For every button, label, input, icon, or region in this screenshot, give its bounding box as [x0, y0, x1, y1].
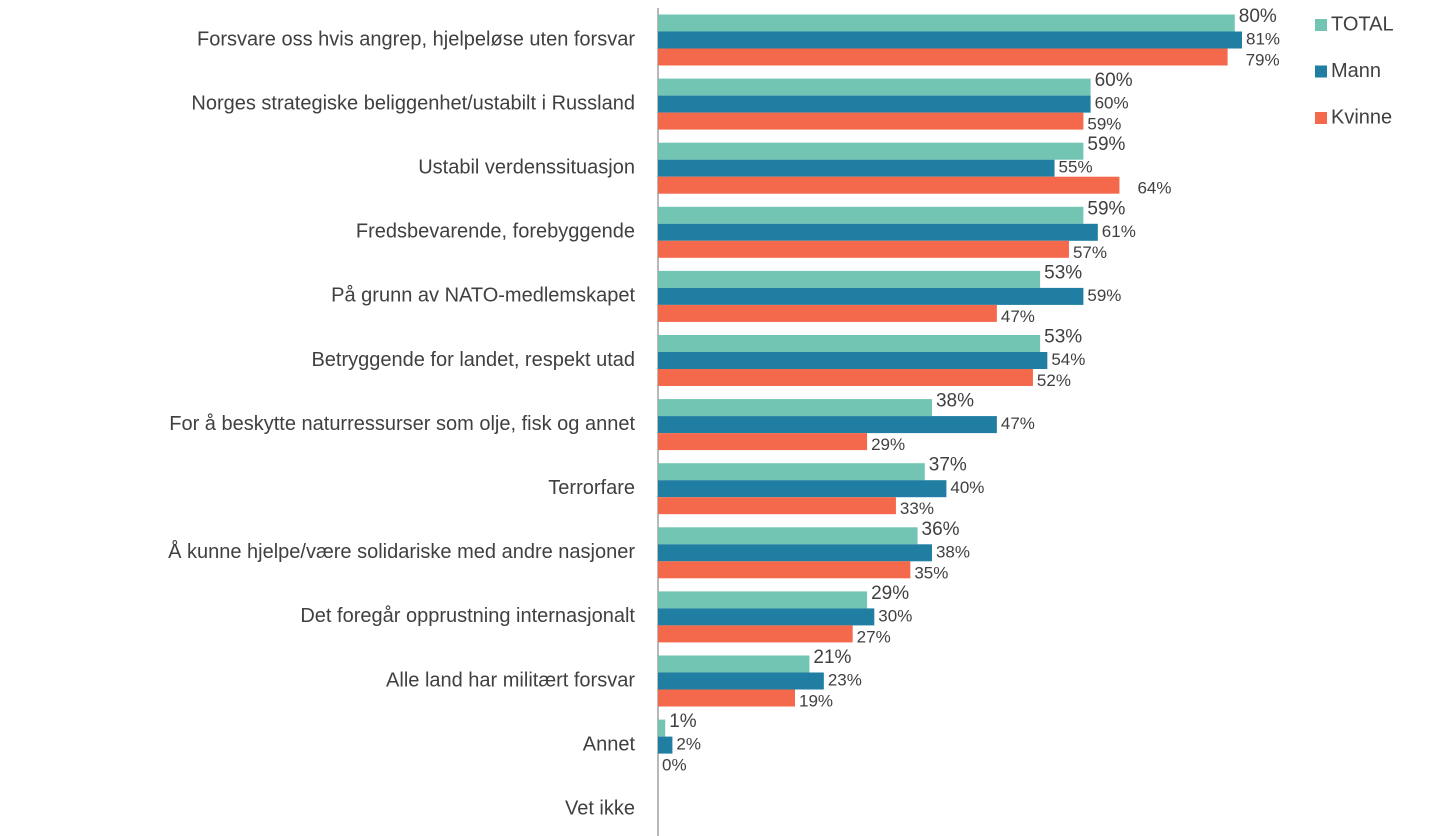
value-label: 59%: [1087, 134, 1125, 155]
category-label: Alle land har militært forsvar: [386, 669, 635, 691]
bar: [658, 608, 875, 626]
category-label: Det foregår opprustning internasjonalt: [300, 605, 635, 627]
value-label: 19%: [799, 691, 833, 710]
value-label: 54%: [1051, 350, 1085, 369]
bar: [658, 159, 1055, 177]
value-label: 52%: [1037, 371, 1071, 390]
bar: [658, 14, 1235, 32]
bar: [658, 497, 896, 515]
value-label: 81%: [1246, 29, 1280, 48]
bar: [658, 625, 853, 643]
bar: [658, 463, 925, 481]
bar: [658, 416, 997, 434]
bar: [658, 335, 1041, 352]
value-label: 1%: [669, 711, 697, 732]
bar: [658, 527, 918, 545]
category-label: Fredsbevarende, forebyggende: [356, 221, 635, 243]
category-label: Ustabil verdenssituasjon: [418, 156, 635, 178]
legend-label: TOTAL: [1331, 13, 1394, 35]
bar: [658, 78, 1091, 96]
value-label: 23%: [828, 670, 862, 689]
legend-label: Kvinne: [1331, 106, 1392, 128]
bar: [658, 31, 1243, 49]
value-label: 57%: [1073, 243, 1107, 262]
value-label: 47%: [1001, 414, 1035, 433]
value-label: 53%: [1044, 327, 1082, 348]
legend-label: Mann: [1331, 60, 1381, 82]
value-label: 29%: [871, 435, 905, 454]
bar: [658, 655, 810, 673]
bar: [658, 544, 932, 562]
value-label: 79%: [1246, 50, 1280, 69]
bar: [658, 561, 911, 579]
category-label: Norges strategiske beliggenhet/ustabilt …: [191, 92, 635, 114]
bar: [658, 287, 1084, 305]
value-label: 36%: [922, 519, 960, 540]
value-label: 53%: [1044, 262, 1082, 283]
category-label: Vet ikke: [565, 797, 635, 819]
bar: [658, 206, 1084, 224]
value-label: 37%: [929, 455, 967, 476]
bar: [658, 304, 997, 322]
value-label: 21%: [813, 647, 851, 668]
bar: [658, 223, 1098, 241]
value-label: 35%: [914, 563, 948, 582]
legend-swatch: [1315, 19, 1327, 31]
value-label: 60%: [1095, 94, 1129, 113]
bar: [658, 48, 1228, 66]
category-label: Betryggende for landet, respekt utad: [311, 349, 635, 371]
value-label: 80%: [1239, 6, 1277, 27]
category-label: For å beskytte naturressurser som olje, …: [169, 413, 635, 435]
bar: [658, 95, 1091, 113]
bar: [658, 176, 1120, 194]
bar: [658, 399, 932, 417]
value-label: 59%: [1087, 286, 1121, 305]
bar: [658, 142, 1084, 160]
bar: [658, 240, 1069, 258]
bar: [658, 433, 868, 451]
bar: [658, 591, 868, 609]
legend-swatch: [1315, 65, 1327, 78]
value-label: 27%: [857, 627, 891, 646]
bar: [658, 112, 1084, 130]
category-label: Annet: [583, 733, 636, 755]
value-label: 40%: [950, 478, 984, 497]
value-label: 59%: [1087, 115, 1121, 134]
bar: [658, 689, 795, 707]
value-label: 0%: [662, 756, 687, 775]
bar: [658, 719, 666, 737]
category-label: Forsvare oss hvis angrep, hjelpeløse ute…: [197, 28, 635, 50]
category-label: På grunn av NATO-medlemskapet: [331, 285, 635, 307]
value-label: 64%: [1137, 179, 1171, 198]
value-label: 55%: [1059, 158, 1093, 177]
value-label: 47%: [1001, 307, 1035, 326]
value-label: 29%: [871, 583, 909, 604]
value-label: 2%: [676, 735, 701, 754]
value-label: 60%: [1095, 70, 1133, 91]
value-label: 38%: [936, 391, 974, 412]
value-label: 59%: [1087, 198, 1125, 219]
bar: [658, 736, 673, 754]
value-label: 33%: [900, 499, 934, 518]
bar: [658, 672, 824, 690]
legend-swatch: [1315, 112, 1327, 124]
bar: [658, 270, 1041, 288]
value-label: 30%: [878, 606, 912, 625]
value-label: 61%: [1102, 222, 1136, 241]
bar: [658, 480, 947, 498]
bar: [658, 352, 1048, 369]
bar: [658, 369, 1033, 386]
category-label: Terrorfare: [548, 477, 635, 499]
category-label: Å kunne hjelpe/være solidariske med andr…: [168, 540, 635, 563]
value-label: 38%: [936, 542, 970, 561]
